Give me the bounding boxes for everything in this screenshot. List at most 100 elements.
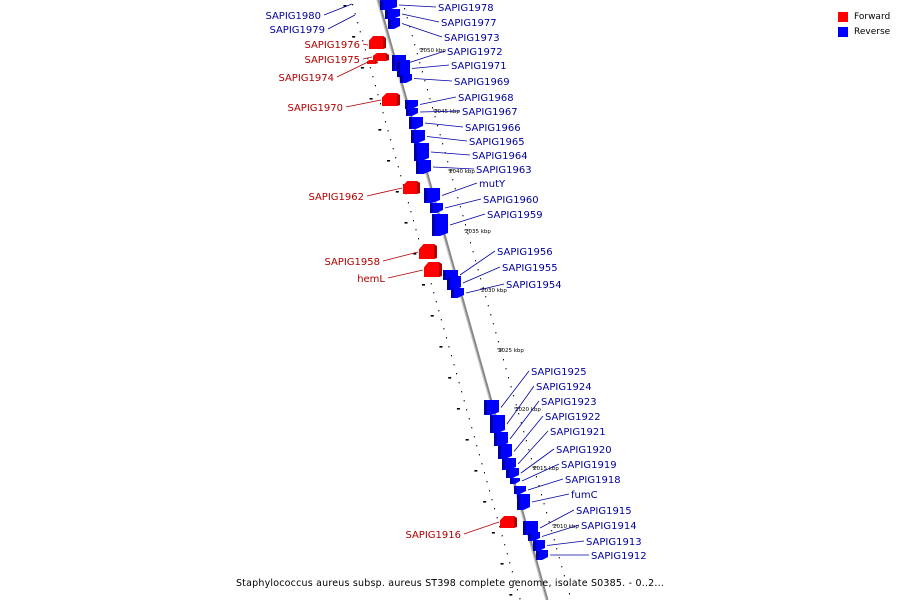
forward-gene-block[interactable] — [367, 60, 378, 64]
forward-gene-block[interactable] — [382, 93, 400, 106]
reverse-gene-block[interactable] — [432, 214, 448, 236]
reverse-gene-block[interactable] — [498, 444, 512, 459]
gene-label[interactable]: SAPIG1966 — [465, 123, 521, 134]
gene-label[interactable]: hemL — [357, 274, 385, 285]
gene-label[interactable]: SAPIG1964 — [472, 151, 528, 162]
reverse-gene-block[interactable] — [388, 18, 400, 29]
reverse-gene-block[interactable] — [484, 400, 499, 415]
reverse-gene-block[interactable] — [409, 117, 423, 129]
gene-label[interactable]: SAPIG1913 — [586, 537, 642, 548]
gene-label[interactable]: SAPIG1970 — [287, 103, 343, 114]
gene-label[interactable]: SAPIG1919 — [561, 460, 617, 471]
gene-label[interactable]: SAPIG1969 — [454, 77, 510, 88]
forward-gene-block[interactable] — [369, 36, 386, 49]
gene-label[interactable]: SAPIG1967 — [462, 107, 518, 118]
gene-label[interactable]: SAPIG1978 — [438, 3, 494, 14]
forward-swatch-icon — [838, 11, 848, 22]
gene-label[interactable]: SAPIG1974 — [278, 73, 334, 84]
forward-gene-block[interactable] — [373, 53, 389, 61]
gene-label[interactable]: SAPIG1921 — [550, 427, 606, 438]
reverse-gene-block[interactable] — [405, 100, 418, 109]
strand-mark — [509, 594, 513, 596]
reverse-gene-block[interactable] — [451, 288, 464, 298]
gene-label[interactable]: SAPIG1914 — [581, 521, 637, 532]
gene-label[interactable]: SAPIG1975 — [304, 55, 360, 66]
forward-gene-block[interactable] — [403, 181, 420, 194]
scale-tick-label: 2030 kbp — [481, 288, 507, 294]
gene-label[interactable]: SAPIG1971 — [451, 61, 507, 72]
reverse-gene-block[interactable] — [424, 188, 440, 203]
strand-mark — [421, 284, 425, 286]
gene-label[interactable]: SAPIG1954 — [506, 280, 562, 291]
gene-label[interactable]: SAPIG1972 — [447, 47, 503, 58]
gene-label[interactable]: SAPIG1912 — [591, 551, 647, 562]
gene-label[interactable]: SAPIG1956 — [497, 247, 553, 258]
reverse-gene-block[interactable] — [380, 0, 397, 10]
gene-label[interactable]: SAPIG1963 — [476, 165, 532, 176]
reverse-gene-block[interactable] — [397, 60, 410, 77]
reverse-gene-block[interactable] — [416, 160, 431, 174]
gene-label[interactable]: SAPIG1958 — [324, 257, 380, 268]
reverse-gene-block[interactable] — [494, 432, 508, 446]
forward-gene-block[interactable] — [500, 516, 517, 528]
reverse-gene-block[interactable] — [385, 9, 400, 19]
gene-label[interactable]: SAPIG1922 — [545, 412, 601, 423]
gene-label[interactable]: SAPIG1977 — [441, 18, 497, 29]
scale-tick-label: 2045 kbp — [434, 109, 460, 115]
reverse-gene-block[interactable] — [514, 486, 526, 494]
gene-label[interactable]: SAPIG1980 — [265, 11, 321, 22]
gene-label[interactable]: SAPIG1965 — [469, 137, 525, 148]
reverse-gene-block[interactable] — [510, 478, 520, 484]
strand-mark — [483, 501, 487, 503]
reverse-gene-block[interactable] — [536, 550, 548, 560]
legend-label-forward: Forward — [854, 11, 891, 22]
scale-tick-label: 2020 kbp — [515, 407, 541, 413]
forward-gene-block[interactable] — [419, 244, 437, 259]
scale-tick-label: 2025 kbp — [498, 348, 524, 354]
gene-features — [367, 0, 548, 560]
gene-label[interactable]: SAPIG1960 — [483, 195, 539, 206]
gene-label[interactable]: SAPIG1979 — [269, 25, 325, 36]
gene-label[interactable]: SAPIG1925 — [531, 367, 587, 378]
reverse-gene-block[interactable] — [400, 74, 412, 83]
reverse-gene-block[interactable] — [502, 458, 516, 470]
gene-label[interactable]: SAPIG1955 — [502, 263, 558, 274]
strand-mark — [500, 563, 504, 565]
reverse-gene-block[interactable] — [406, 108, 418, 116]
gene-label[interactable]: SAPIG1918 — [565, 475, 621, 486]
reverse-gene-block[interactable] — [490, 415, 505, 433]
strand-mark — [456, 408, 460, 410]
scale-tick-label: 2035 kbp — [465, 229, 491, 235]
reverse-gene-block[interactable] — [430, 203, 443, 213]
forward-gene-block[interactable] — [424, 262, 442, 277]
reverse-gene-block[interactable] — [533, 540, 545, 551]
gene-label[interactable]: fumC — [571, 490, 598, 501]
reverse-gene-block[interactable] — [528, 532, 540, 541]
legend: Forward Reverse — [838, 9, 890, 39]
gene-label[interactable]: SAPIG1915 — [576, 506, 632, 517]
reverse-gene-block[interactable] — [523, 521, 538, 535]
strand-mark — [360, 67, 364, 69]
gene-label[interactable]: SAPIG1976 — [304, 40, 360, 51]
gene-label[interactable]: mutY — [479, 179, 506, 190]
gene-label[interactable]: SAPIG1968 — [458, 93, 514, 104]
reverse-swatch-icon — [838, 26, 848, 37]
legend-label-reverse: Reverse — [854, 26, 891, 37]
reverse-gene-block[interactable] — [414, 143, 429, 161]
reverse-gene-block[interactable] — [447, 276, 461, 290]
gene-label[interactable]: SAPIG1923 — [541, 397, 597, 408]
reverse-gene-block[interactable] — [411, 130, 425, 143]
scale-ticks: 2050 kbp 2045 kbp 2040 kbp 2035 kbp 2030 kbp… — [419, 48, 579, 530]
gene-label[interactable]: SAPIG1916 — [405, 530, 461, 541]
gene-label[interactable]: SAPIG1973 — [444, 33, 500, 44]
gene-label[interactable]: SAPIG1924 — [536, 382, 592, 393]
scale-tick-label: 2040 kbp — [449, 169, 475, 175]
gene-label[interactable]: SAPIG1962 — [308, 192, 364, 203]
gene-label[interactable]: SAPIG1920 — [556, 445, 612, 456]
strand-mark — [395, 191, 399, 193]
reverse-gene-block[interactable] — [506, 468, 519, 478]
reverse-gene-block[interactable] — [517, 494, 530, 510]
legend-item-forward: Forward — [838, 9, 890, 24]
gene-label[interactable]: SAPIG1959 — [487, 210, 543, 221]
